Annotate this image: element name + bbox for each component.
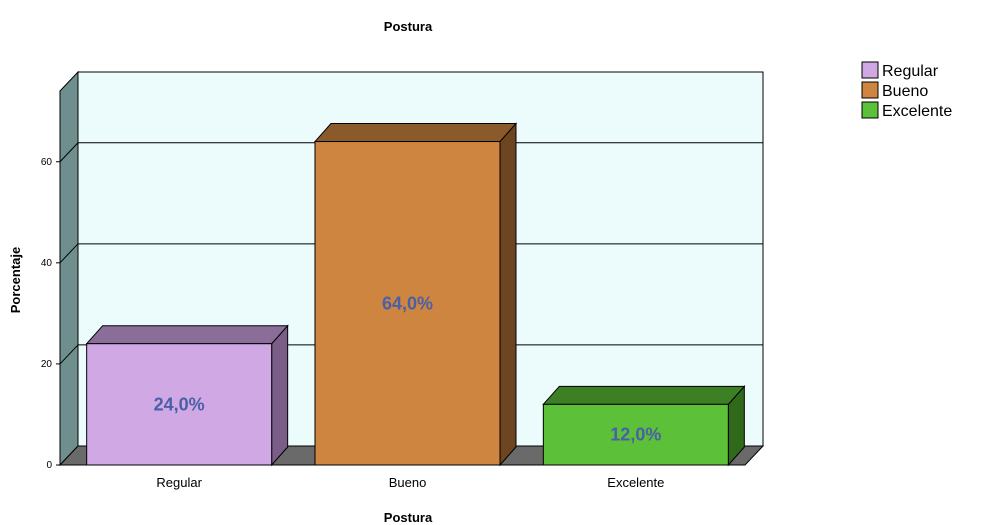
x-axis-title: Postura <box>384 510 433 525</box>
gridline-side <box>59 142 79 163</box>
bar-excelente: 12,0% <box>542 385 746 467</box>
bar-top <box>542 385 746 405</box>
bar-side <box>499 122 517 467</box>
data-label: 12,0% <box>610 425 661 445</box>
data-label: 24,0% <box>154 394 205 414</box>
bar-regular: 24,0% <box>85 324 289 467</box>
bar-side <box>271 324 289 467</box>
x-tick-label: Bueno <box>389 475 427 490</box>
legend-label: Regular <box>882 63 939 80</box>
legend-swatch <box>861 61 879 79</box>
x-axis-labels: Regular Bueno Excelente <box>156 475 664 490</box>
y-tick-label: 20 <box>41 359 53 370</box>
legend-swatch <box>861 101 879 119</box>
bars: 24,0% 64,0% 12,0% <box>85 122 746 467</box>
bar-front <box>314 141 501 466</box>
bar-front <box>86 343 273 466</box>
x-tick-label: Regular <box>156 475 202 490</box>
legend-label: Excelente <box>882 103 952 120</box>
bar-front <box>542 403 729 466</box>
y-axis-ticks: 0 20 40 60 <box>41 157 60 471</box>
y-tick-label: 0 <box>46 460 52 471</box>
gridline-side <box>59 243 79 264</box>
bar-bueno: 64,0% <box>313 122 518 467</box>
legend: Regular Bueno Excelente <box>861 61 952 120</box>
bar-top <box>313 123 518 143</box>
chart-title: Postura <box>384 19 433 34</box>
legend-swatch <box>861 81 879 99</box>
data-label: 64,0% <box>382 293 433 313</box>
gridline-side <box>59 344 79 365</box>
x-tick-label: Excelente <box>607 475 664 490</box>
y-tick-label: 60 <box>41 157 53 168</box>
plot-side-wall <box>59 70 79 467</box>
y-tick-label: 40 <box>41 258 53 269</box>
y-axis-title: Porcentaje <box>8 247 23 313</box>
bar-top <box>85 325 289 345</box>
legend-label: Bueno <box>882 83 928 100</box>
